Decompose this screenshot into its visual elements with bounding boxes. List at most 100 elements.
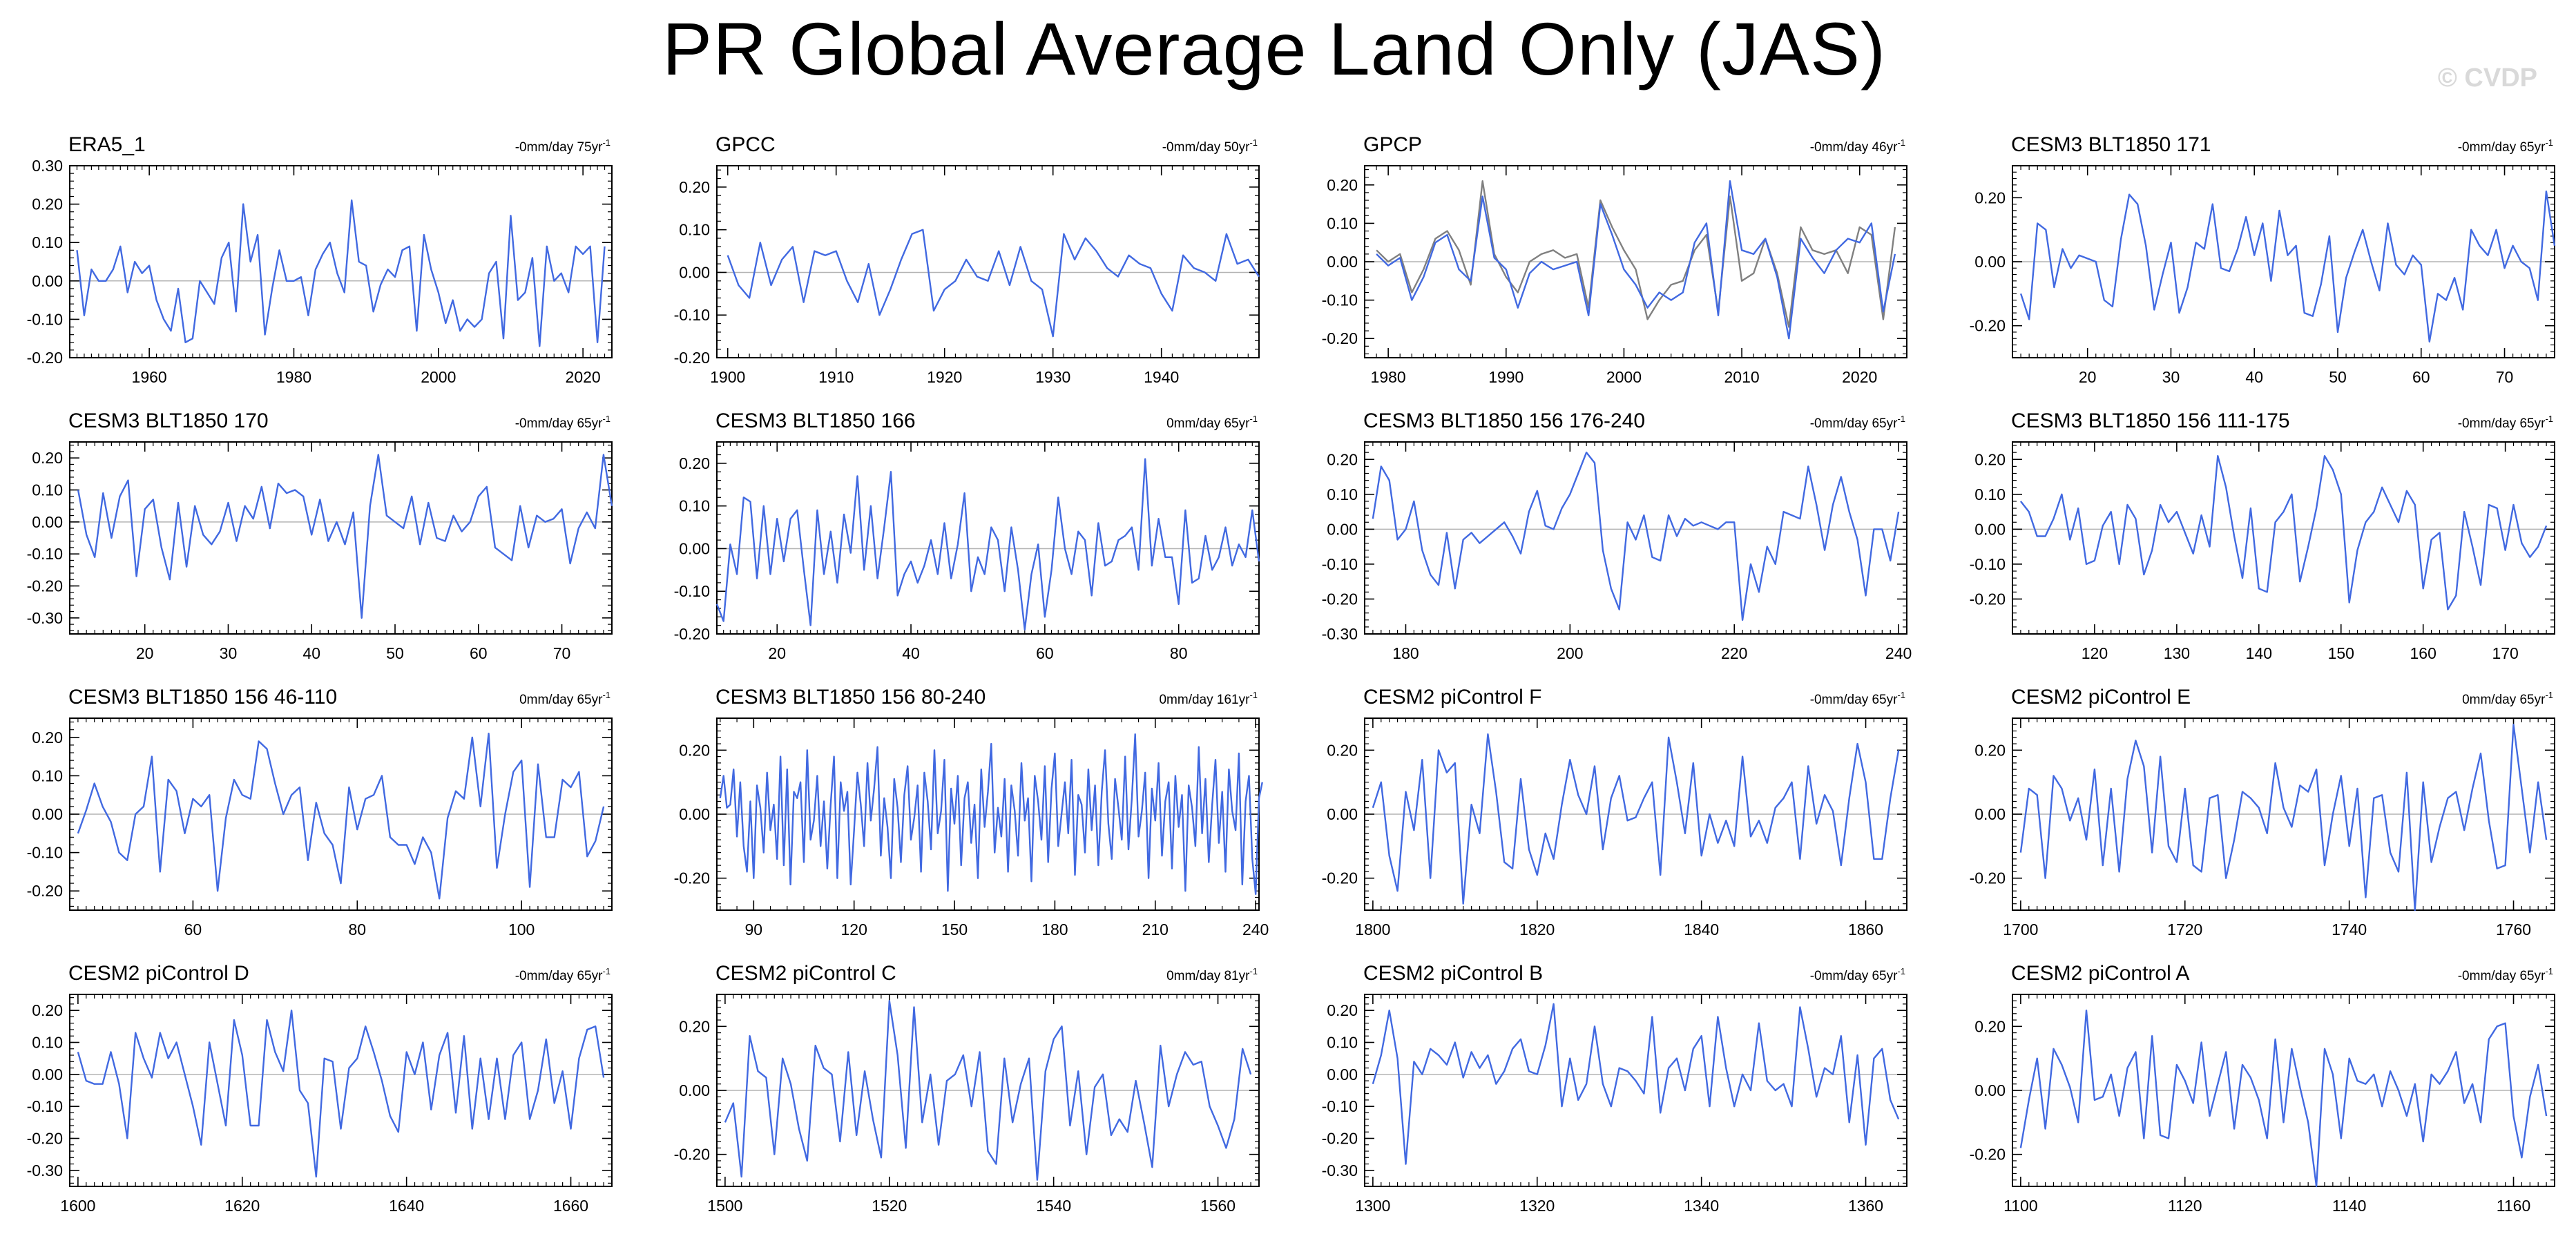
trend-superscript: -1 bbox=[2545, 966, 2553, 976]
x-tick-label: 30 bbox=[2162, 368, 2180, 386]
y-tick-label: 0.10 bbox=[1327, 485, 1358, 503]
y-tick-label: 0.20 bbox=[1327, 450, 1358, 468]
y-tick-label: 0.20 bbox=[679, 454, 710, 472]
series-line bbox=[724, 1000, 1252, 1181]
x-tick-label: 1920 bbox=[927, 368, 962, 386]
y-tick-label: -0.10 bbox=[27, 1097, 63, 1115]
trend-label: -0mm/day 75yr-1 bbox=[515, 137, 611, 155]
y-tick-label: 0.20 bbox=[679, 741, 710, 759]
x-tick-label: 1620 bbox=[224, 1197, 260, 1215]
plot-frame bbox=[716, 441, 1260, 635]
x-tick-label: 70 bbox=[2496, 368, 2514, 386]
chart-panel: 60 80 100 -0.20 -0.10 0.00 0.10 0.20 CESM3 BLT18… bbox=[27, 686, 613, 938]
trend-superscript: -1 bbox=[1249, 690, 1258, 700]
y-tick-label: -0.30 bbox=[27, 1162, 63, 1179]
y-tick-label: 0.00 bbox=[32, 272, 63, 290]
y-tick-label: 0.20 bbox=[32, 449, 63, 467]
x-tick-label: 100 bbox=[508, 921, 535, 938]
x-tick-label: 1560 bbox=[1200, 1197, 1236, 1215]
series-line bbox=[1376, 180, 1896, 328]
y-tick-label: 0.20 bbox=[1327, 741, 1358, 759]
chart-panel: 1500 1520 1540 1560 -0.20 0.00 0.20 CESM2 piCon… bbox=[674, 962, 1260, 1215]
x-tick-label: 20 bbox=[768, 644, 786, 662]
y-tick-label: -0.20 bbox=[674, 349, 710, 367]
y-tick-label: 0.10 bbox=[1327, 214, 1358, 232]
x-tick-label: 50 bbox=[2329, 368, 2347, 386]
y-tick-label: -0.20 bbox=[674, 1146, 710, 1164]
y-tick-label: 0.20 bbox=[1974, 1017, 2006, 1035]
y-tick-label: -0.10 bbox=[27, 310, 63, 328]
x-tick-label: 1100 bbox=[2003, 1197, 2037, 1215]
trend-label: -0mm/day 65yr-1 bbox=[515, 414, 611, 431]
x-tick-label: 240 bbox=[1885, 644, 1912, 662]
x-tick-label: 1340 bbox=[1684, 1197, 1719, 1215]
series-line bbox=[1372, 733, 1900, 905]
x-tick-label: 1930 bbox=[1035, 368, 1070, 386]
x-tick-label: 1740 bbox=[2332, 921, 2367, 938]
chart-panel: 1900 1910 1920 1930 1940 -0.20 -0.10 0.00 0.10 0.… bbox=[674, 133, 1260, 386]
y-tick-label: 0.00 bbox=[1974, 805, 2006, 823]
x-tick-label: 1760 bbox=[2496, 921, 2531, 938]
trend-label: 0mm/day 65yr-1 bbox=[1166, 414, 1258, 431]
series-line bbox=[2019, 190, 2556, 343]
series-line bbox=[77, 732, 605, 900]
chart-panel: 1100 1120 1140 1160 -0.20 0.00 0.20 CESM2 piCon… bbox=[1970, 962, 2555, 1215]
y-tick-label: 0.00 bbox=[32, 513, 63, 531]
y-tick-label: 0.10 bbox=[679, 221, 710, 239]
x-tick-label: 150 bbox=[941, 921, 968, 938]
series-line bbox=[76, 199, 606, 347]
series-line bbox=[2019, 1009, 2548, 1188]
y-tick-label: 0.00 bbox=[1327, 520, 1358, 538]
x-tick-label: 2020 bbox=[1842, 368, 1877, 386]
y-tick-label: -0.10 bbox=[1322, 555, 1358, 573]
y-tick-label: 0.00 bbox=[1327, 805, 1358, 823]
x-tick-label: 1900 bbox=[710, 368, 745, 386]
trend-superscript: -1 bbox=[2545, 414, 2553, 424]
y-tick-label: 0.00 bbox=[679, 539, 710, 557]
y-tick-label: 0.20 bbox=[679, 1017, 710, 1035]
trend-superscript: -1 bbox=[2545, 137, 2553, 148]
y-tick-label: 0.10 bbox=[1327, 1034, 1358, 1052]
y-tick-label: -0.10 bbox=[27, 545, 63, 563]
y-tick-label: 0.20 bbox=[32, 195, 63, 213]
x-tick-label: 210 bbox=[1142, 921, 1169, 938]
y-tick-label: 0.20 bbox=[679, 178, 710, 196]
y-tick-label: 0.00 bbox=[1974, 1081, 2006, 1099]
y-tick-label: -0.20 bbox=[1322, 329, 1358, 347]
x-tick-label: 40 bbox=[302, 644, 320, 662]
y-tick-label: -0.20 bbox=[1970, 317, 2006, 335]
trend-superscript: -1 bbox=[602, 690, 611, 700]
x-tick-label: 1860 bbox=[1848, 921, 1883, 938]
x-tick-label: 1520 bbox=[872, 1197, 907, 1215]
panel-title: CESM3 BLT1850 156 46-110 bbox=[68, 686, 337, 709]
x-tick-label: 30 bbox=[220, 644, 238, 662]
x-tick-label: 60 bbox=[2412, 368, 2430, 386]
y-tick-label: 0.10 bbox=[1974, 485, 2006, 503]
trend-superscript: -1 bbox=[602, 966, 611, 976]
plot-frame bbox=[69, 441, 613, 635]
panel-title: CESM3 BLT1850 156 80-240 bbox=[715, 686, 986, 709]
y-tick-label: 0.10 bbox=[32, 767, 63, 784]
trend-label: -0mm/day 65yr-1 bbox=[2458, 137, 2553, 155]
y-tick-label: 0.00 bbox=[1974, 253, 2006, 271]
y-tick-label: -0.10 bbox=[674, 582, 710, 600]
chart-panel: 1700 1720 1740 1760 -0.20 0.00 0.20 CESM2 piCon… bbox=[1970, 686, 2555, 938]
x-tick-label: 2000 bbox=[421, 368, 456, 386]
x-tick-label: 2010 bbox=[1724, 368, 1760, 386]
y-tick-label: 0.20 bbox=[1327, 176, 1358, 194]
x-tick-label: 1140 bbox=[2332, 1197, 2366, 1215]
panel-title: CESM3 BLT1850 166 bbox=[715, 409, 916, 432]
panel-title: CESM2 piControl B bbox=[1363, 962, 1543, 985]
y-tick-label: 0.20 bbox=[32, 729, 63, 746]
trend-superscript: -1 bbox=[1897, 414, 1905, 424]
y-tick-label: -0.20 bbox=[1322, 1130, 1358, 1148]
y-tick-label: 0.10 bbox=[32, 481, 63, 499]
chart-panel: 1300 1320 1340 1360 -0.30 -0.20 -0.10 0.00 0.10 0… bbox=[1322, 962, 1907, 1215]
plot-frame bbox=[69, 994, 613, 1187]
x-tick-label: 1980 bbox=[276, 368, 311, 386]
trend-superscript: -1 bbox=[1249, 137, 1258, 148]
chart-panel: 1800 1820 1840 1860 -0.20 0.00 0.20 CESM2 piCon… bbox=[1322, 686, 1907, 938]
panel-title: CESM2 piControl E bbox=[2011, 686, 2191, 709]
y-tick-label: -0.20 bbox=[1322, 869, 1358, 887]
x-tick-label: 170 bbox=[2492, 644, 2518, 662]
